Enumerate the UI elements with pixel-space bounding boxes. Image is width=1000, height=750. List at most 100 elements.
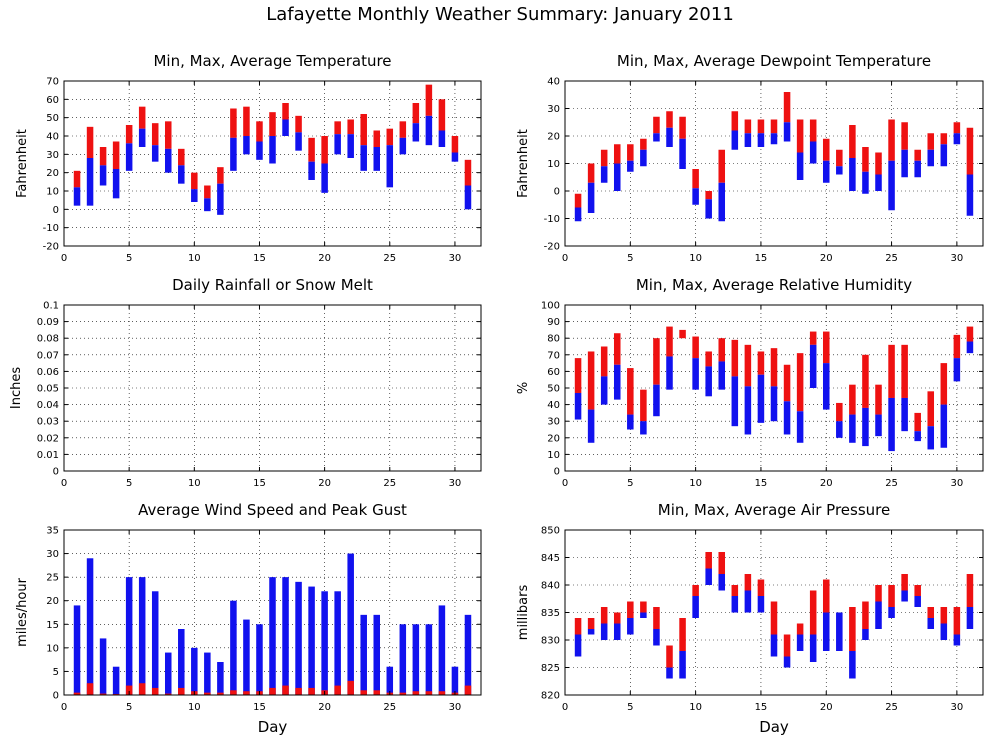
wind-gust-bar [308,586,315,695]
rain-ytick-label: 0.1 [43,301,59,312]
rh-bar-lower [875,414,882,437]
temp-bar-upper [243,106,250,136]
pressure-bar-lower [666,667,673,679]
temp-chart: Min, Max, Average Temperature -20 -10 0 10 20… [15,52,482,264]
rh-bar-lower [966,341,974,354]
dew-bar-lower [770,133,778,145]
wind-gust-bar [464,614,472,695]
rh-bar-upper [901,344,908,398]
temp-xtick-label: 0 [61,253,67,264]
dew-ytick-label: -10 [544,214,560,225]
wind-ytick-label: 25 [46,573,59,584]
pressure-bar-lower [966,607,974,629]
rain-xtick-label: 10 [188,478,201,489]
rh-xtick-label: 15 [755,478,768,489]
temp-bar-lower [347,134,354,158]
dew-bar-upper [901,122,908,150]
wind-xtick-label: 0 [61,702,67,713]
pressure-xtick-label: 0 [562,702,568,713]
rh-bar-upper [679,329,686,339]
wind-avg-bar [412,691,420,695]
dew-chart: Min, Max, Average Dewpoint Temperature -2… [516,52,984,264]
dew-bar-upper [875,152,882,175]
rain-xtick-label: 15 [253,478,266,489]
temp-bar-upper [204,185,211,199]
pressure-bar-upper [613,612,621,624]
wind-xtick-label: 15 [253,702,266,713]
temp-bar-upper [269,112,276,136]
dew-bar-lower [666,127,673,147]
dew-bar-lower [862,171,869,194]
wind-xtick-label: 20 [318,702,331,713]
pressure-bar-lower [901,590,908,602]
rain-xtick-label: 20 [318,478,331,489]
dew-bar-lower [914,160,921,178]
wind-gust-bar [425,624,433,695]
temp-bar-lower [386,145,394,188]
dew-bar-lower [822,160,830,183]
dew-bar-upper [914,149,921,161]
temp-ylabel: Fahrenheit [15,129,30,198]
pressure-bar-lower [888,607,895,618]
rh-bar-lower [692,358,699,390]
rain-xtick-label: 0 [61,478,67,489]
rh-bar-upper [809,331,817,345]
rh-bar-upper [849,384,856,415]
wind-avg-bar [178,687,185,695]
temp-bar-upper [373,130,381,147]
pressure-bar-lower [718,574,726,591]
temp-bar-lower [425,115,433,146]
dew-bar-upper [757,119,765,134]
pressure-bar-upper [940,607,948,624]
rh-bar-upper [966,326,974,342]
pressure-xlabel: Day [759,718,789,736]
temp-bar-upper [191,172,198,190]
wind-ytick-label: 0 [53,691,59,702]
pressure-xtick-label: 15 [755,702,768,713]
rh-bar-lower [836,421,843,438]
temp-bar-upper [282,103,289,120]
pressure-xtick-label: 20 [820,702,833,713]
pressure-bar-upper [901,574,908,591]
rain-ytick-label: 0.08 [37,334,59,345]
rain-ylabel: Inches [9,367,24,409]
rh-bar-upper [600,346,608,377]
rh-bar-lower [574,392,582,420]
temp-bar-lower [230,137,237,171]
rain-title: Daily Rainfall or Snow Melt [172,276,373,294]
temp-bar-upper [151,123,159,146]
rh-bar-lower [653,384,660,417]
pressure-bar-upper [822,579,830,613]
dew-bar-lower [600,166,608,183]
temp-ytick-label: -20 [43,242,59,253]
pressure-bar-upper [600,607,608,624]
wind-gust-bar [204,652,211,695]
dew-bar-lower [587,182,595,213]
pressure-chart: Min, Max, Average Air Pressure 820 825 830 8… [516,501,984,736]
dew-bar-lower [653,133,660,142]
dew-bar-lower [731,130,739,150]
wind-avg-bar [86,683,94,695]
pressure-bar-upper [849,607,856,651]
pressure-ytick-label: 820 [541,691,560,702]
dew-bar-lower [875,174,882,191]
rh-bar-upper [757,351,765,375]
temp-bar-upper [125,125,133,144]
rh-bar-lower [914,431,921,442]
wind-gust-bar [282,577,289,695]
pressure-bar-lower [770,634,778,657]
rh-bar-lower [888,397,895,452]
wind-avg-bar [151,687,159,695]
wind-avg-bar [164,693,172,695]
temp-bar-lower [321,163,328,193]
rh-bar-lower [940,404,948,448]
dew-bar-upper [927,133,935,150]
temp-bar-upper [360,114,367,146]
wind-ytick-label: 5 [53,667,59,678]
wind-gust-bar [73,605,81,695]
temp-bar-upper [438,99,446,131]
pressure-bar-upper [875,585,882,602]
dew-ytick-label: 30 [547,104,560,115]
rain-ytick-label: 0.06 [37,367,59,378]
wind-title: Average Wind Speed and Peak Gust [138,501,407,519]
